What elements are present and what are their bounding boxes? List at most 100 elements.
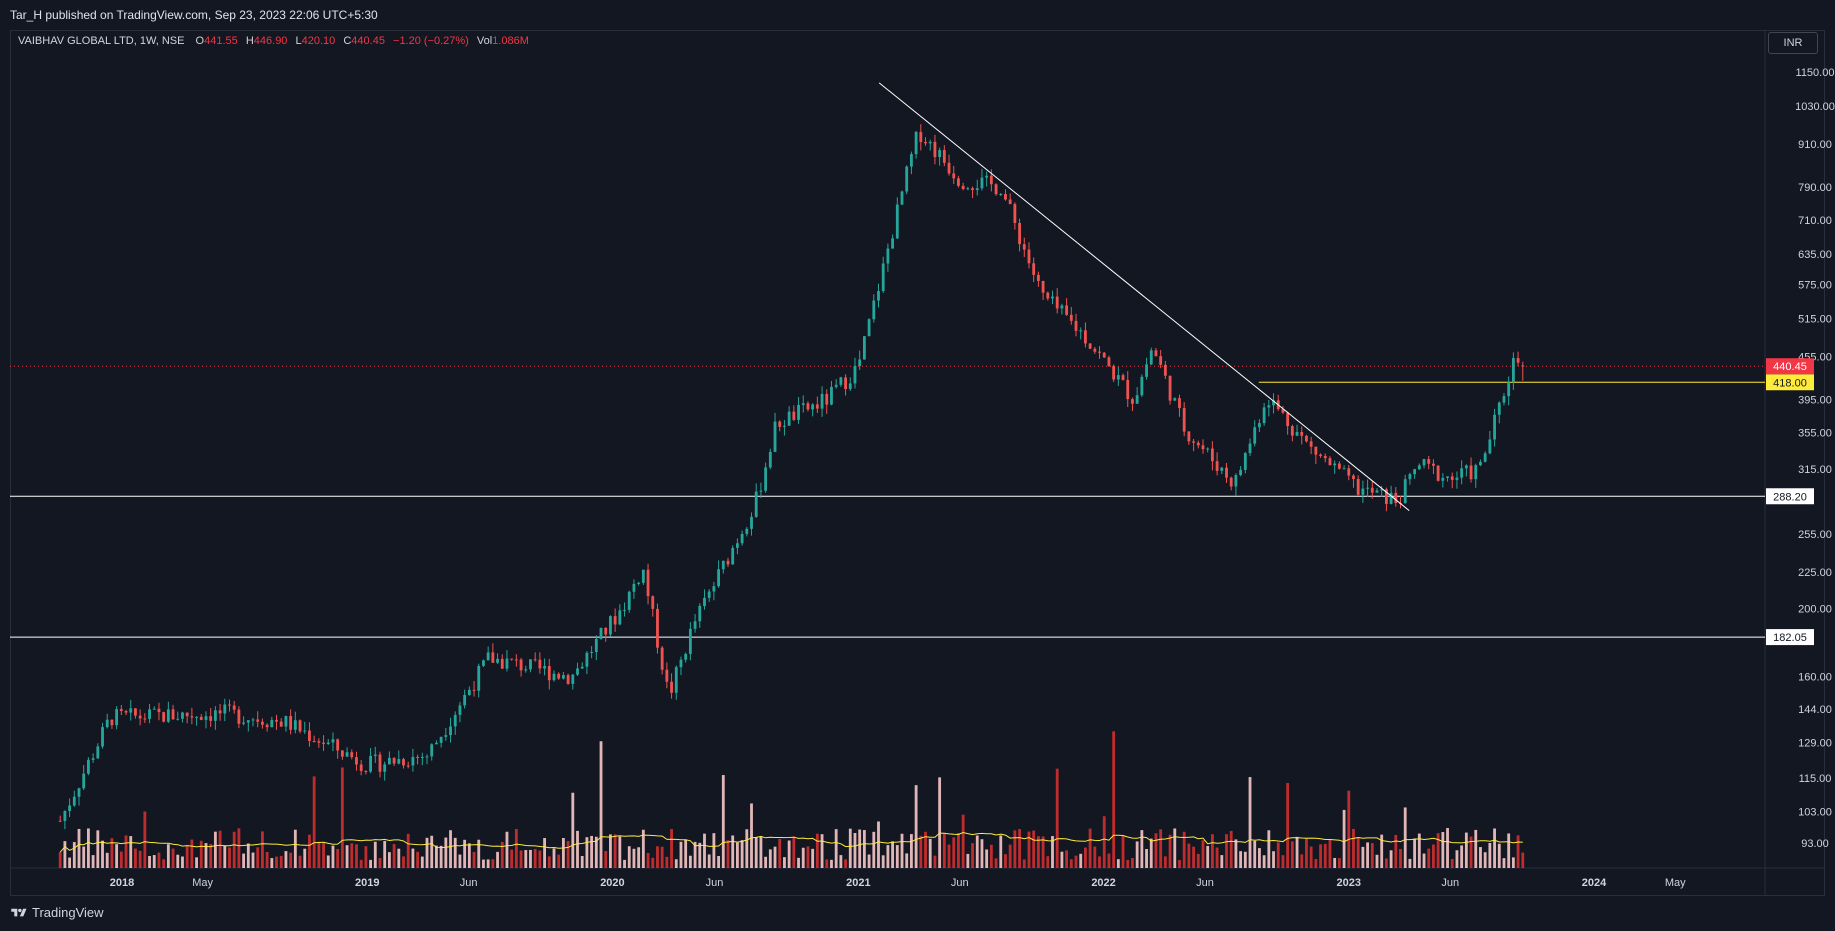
candle-body[interactable] bbox=[425, 756, 429, 758]
candle-body[interactable] bbox=[176, 718, 180, 720]
candle-body[interactable] bbox=[679, 659, 683, 668]
candle-body[interactable] bbox=[1469, 465, 1473, 480]
candle-body[interactable] bbox=[1098, 351, 1101, 353]
candle-body[interactable] bbox=[980, 177, 984, 189]
candle-body[interactable] bbox=[529, 659, 532, 670]
candle-body[interactable] bbox=[416, 756, 420, 758]
candle-body[interactable] bbox=[369, 755, 372, 772]
candle-body[interactable] bbox=[1178, 398, 1181, 409]
candle-body[interactable] bbox=[919, 131, 923, 142]
candle-body[interactable] bbox=[232, 705, 236, 710]
candle-body[interactable] bbox=[1192, 441, 1195, 443]
candle-body[interactable] bbox=[298, 720, 302, 732]
candle-body[interactable] bbox=[505, 658, 509, 669]
candle-body[interactable] bbox=[566, 675, 570, 684]
candle-body[interactable] bbox=[815, 404, 819, 409]
candle-body[interactable] bbox=[472, 689, 476, 691]
candle-body[interactable] bbox=[387, 757, 391, 765]
candle-body[interactable] bbox=[1088, 343, 1092, 349]
candle-body[interactable] bbox=[792, 411, 796, 420]
candle-body[interactable] bbox=[698, 605, 702, 622]
candle-body[interactable] bbox=[1168, 375, 1172, 401]
candle-body[interactable] bbox=[627, 591, 631, 610]
candle-body[interactable] bbox=[373, 754, 377, 756]
candle-body[interactable] bbox=[392, 757, 396, 764]
candle-body[interactable] bbox=[1182, 408, 1186, 432]
candle-body[interactable] bbox=[580, 666, 584, 669]
candle-body[interactable] bbox=[1239, 469, 1243, 476]
candle-body[interactable] bbox=[1502, 396, 1506, 403]
candle-body[interactable] bbox=[797, 404, 800, 420]
candle-body[interactable] bbox=[778, 421, 782, 427]
candle-body[interactable] bbox=[355, 757, 358, 765]
candle-body[interactable] bbox=[242, 722, 246, 724]
candle-body[interactable] bbox=[594, 638, 598, 652]
candle-body[interactable] bbox=[482, 660, 485, 666]
candle-body[interactable] bbox=[1479, 461, 1482, 466]
candle-body[interactable] bbox=[910, 154, 913, 167]
candle-body[interactable] bbox=[726, 560, 730, 565]
candle-body[interactable] bbox=[1196, 442, 1200, 446]
candle-body[interactable] bbox=[768, 451, 772, 468]
candle-body[interactable] bbox=[1102, 352, 1106, 358]
candle-body[interactable] bbox=[101, 727, 104, 747]
candle-body[interactable] bbox=[1013, 204, 1017, 223]
candle-body[interactable] bbox=[1408, 474, 1412, 480]
candle-body[interactable] bbox=[1163, 364, 1167, 376]
candle-body[interactable] bbox=[166, 709, 170, 722]
candle-body[interactable] bbox=[237, 709, 241, 724]
candle-body[interactable] bbox=[195, 716, 198, 718]
candle-body[interactable] bbox=[162, 712, 166, 722]
candle-body[interactable] bbox=[684, 653, 688, 660]
candle-body[interactable] bbox=[402, 759, 405, 766]
candle-body[interactable] bbox=[895, 204, 899, 239]
candle-body[interactable] bbox=[331, 739, 335, 743]
candle-body[interactable] bbox=[68, 805, 72, 812]
candle-body[interactable] bbox=[1079, 330, 1083, 332]
currency-button[interactable]: INR bbox=[1768, 32, 1818, 54]
candle-body[interactable] bbox=[688, 628, 692, 654]
candle-body[interactable] bbox=[646, 569, 650, 597]
candle-body[interactable] bbox=[411, 756, 415, 766]
candle-body[interactable] bbox=[1413, 469, 1417, 475]
candle-body[interactable] bbox=[1055, 296, 1059, 309]
candle-body[interactable] bbox=[1389, 492, 1393, 504]
candle-body[interactable] bbox=[148, 709, 151, 719]
candle-body[interactable] bbox=[105, 719, 109, 728]
candle-body[interactable] bbox=[1422, 459, 1426, 466]
candle-body[interactable] bbox=[213, 710, 217, 721]
candle-body[interactable] bbox=[336, 739, 340, 751]
candle-body[interactable] bbox=[745, 528, 749, 534]
candle-body[interactable] bbox=[223, 704, 227, 714]
candle-body[interactable] bbox=[453, 714, 457, 727]
candle-body[interactable] bbox=[275, 719, 278, 722]
candle-body[interactable] bbox=[467, 689, 471, 696]
candle-body[interactable] bbox=[308, 730, 311, 741]
candle-body[interactable] bbox=[858, 359, 862, 367]
candle-body[interactable] bbox=[91, 758, 95, 760]
candle-body[interactable] bbox=[891, 238, 895, 249]
candle-body[interactable] bbox=[317, 741, 321, 743]
candle-body[interactable] bbox=[1441, 477, 1445, 481]
candle-body[interactable] bbox=[190, 716, 194, 718]
candle-body[interactable] bbox=[703, 597, 706, 606]
candle-body[interactable] bbox=[420, 756, 424, 758]
candle-body[interactable] bbox=[933, 141, 937, 158]
candle-body[interactable] bbox=[872, 300, 876, 320]
candle-body[interactable] bbox=[1352, 475, 1355, 480]
candle-body[interactable] bbox=[256, 719, 260, 722]
candle-body[interactable] bbox=[270, 719, 274, 728]
candle-body[interactable] bbox=[171, 709, 175, 720]
candle-body[interactable] bbox=[1281, 409, 1285, 413]
candle-body[interactable] bbox=[1262, 407, 1266, 424]
candle-body[interactable] bbox=[938, 150, 942, 158]
candle-body[interactable] bbox=[820, 393, 824, 409]
candle-body[interactable] bbox=[77, 788, 81, 797]
candle-body[interactable] bbox=[886, 248, 890, 264]
candle-body[interactable] bbox=[914, 131, 918, 155]
candle-body[interactable] bbox=[811, 404, 815, 410]
candle-body[interactable] bbox=[590, 651, 594, 653]
candle-body[interactable] bbox=[1258, 423, 1261, 428]
candle-body[interactable] bbox=[110, 719, 114, 726]
candle-body[interactable] bbox=[406, 765, 410, 767]
